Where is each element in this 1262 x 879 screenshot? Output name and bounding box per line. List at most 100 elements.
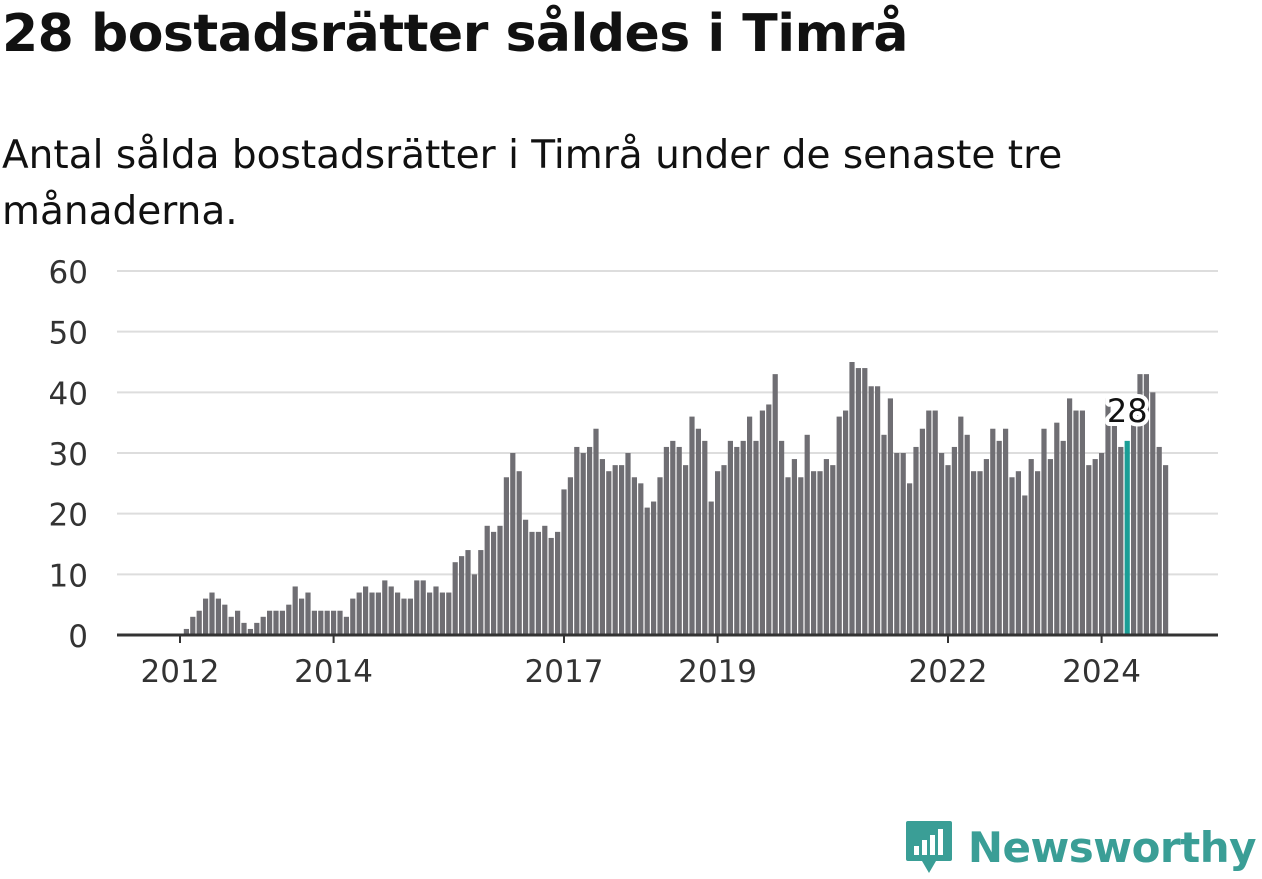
bar: [1054, 422, 1060, 635]
bar: [535, 531, 541, 635]
bar: [510, 453, 516, 635]
highlight-annotation: 28: [1103, 388, 1152, 434]
bar: [644, 507, 650, 635]
bar: [1099, 453, 1105, 635]
bars: [183, 362, 1169, 635]
bar: [1118, 446, 1124, 635]
highlight-value-label: 28: [1107, 392, 1148, 430]
bar: [542, 525, 548, 635]
bar: [523, 519, 529, 635]
bar: [1003, 428, 1009, 635]
bar: [798, 477, 804, 635]
bar: [772, 374, 778, 635]
bar: [273, 610, 279, 635]
bar: [1156, 446, 1162, 635]
bar: [267, 610, 273, 635]
bar: [683, 465, 689, 635]
bar: [817, 471, 823, 635]
bar: [657, 477, 663, 635]
y-axis-labels: 0 10 20 30 40 50 60: [49, 255, 88, 655]
bar: [529, 531, 535, 635]
bar: [1022, 495, 1028, 635]
bar: [1073, 410, 1079, 635]
bar: [350, 598, 356, 635]
bar: [811, 471, 817, 635]
bar: [1111, 410, 1117, 635]
bar: [503, 477, 509, 635]
bar: [497, 525, 503, 635]
bar: [983, 459, 989, 635]
bar: [900, 453, 906, 635]
brand-name: Newsworthy: [967, 822, 1257, 872]
bar: [651, 501, 657, 635]
bar: [388, 586, 394, 635]
bar: [1009, 477, 1015, 635]
bar: [740, 440, 746, 635]
bar: [1092, 459, 1098, 635]
bar: [625, 453, 631, 635]
bar: [343, 616, 349, 635]
chart-title: 28 bostadsrätter såldes i Timrå: [2, 4, 909, 64]
bar: [593, 428, 599, 635]
bar: [951, 446, 957, 635]
bar: [631, 477, 637, 635]
bar: [1028, 459, 1034, 635]
bar: [1105, 398, 1111, 635]
bar: [1041, 428, 1047, 635]
bar: [958, 416, 964, 635]
bar: [580, 453, 586, 635]
bar: [247, 628, 253, 635]
bar: [235, 610, 241, 635]
bar: [708, 501, 714, 635]
bar: [407, 598, 413, 635]
bar: [721, 465, 727, 635]
y-tick-label: 10: [49, 558, 88, 594]
bar: [727, 440, 733, 635]
bar: [491, 531, 497, 635]
bar: [414, 580, 420, 635]
bar: [868, 386, 874, 635]
bar: [932, 410, 938, 635]
bar: [619, 465, 625, 635]
bar: [766, 404, 772, 635]
bar: [196, 610, 202, 635]
bar: [663, 446, 669, 635]
bar: [1163, 465, 1169, 635]
bar: [337, 610, 343, 635]
bar: [913, 446, 919, 635]
bar: [375, 592, 381, 635]
bar: [382, 580, 388, 635]
bar: [747, 416, 753, 635]
y-tick-label: 60: [49, 255, 88, 291]
bar: [471, 574, 477, 635]
bar: [395, 592, 401, 635]
bar: [574, 446, 580, 635]
y-tick-label: 40: [49, 376, 88, 412]
bar: [881, 434, 887, 635]
bar: [894, 453, 900, 635]
bar: [695, 428, 701, 635]
newsworthy-logo: Newsworthy: [904, 819, 1257, 875]
bar: [254, 622, 260, 635]
bar: [1086, 465, 1092, 635]
bar: [830, 465, 836, 635]
bar: [964, 434, 970, 635]
bar: [433, 586, 439, 635]
bar: [183, 628, 189, 635]
bar: [420, 580, 426, 635]
bar: [305, 592, 311, 635]
bar: [1079, 410, 1085, 635]
bar: [689, 416, 695, 635]
bar: [855, 368, 861, 635]
bar: [849, 362, 855, 635]
bar: [446, 592, 452, 635]
bar: [1060, 440, 1066, 635]
bar: [1067, 398, 1073, 635]
bar: [753, 440, 759, 635]
bar: [561, 489, 567, 635]
x-tick-label: 2024: [1062, 654, 1141, 690]
bar: [401, 598, 407, 635]
bar: [1150, 392, 1156, 635]
bar: [862, 368, 868, 635]
bar: [548, 537, 554, 635]
